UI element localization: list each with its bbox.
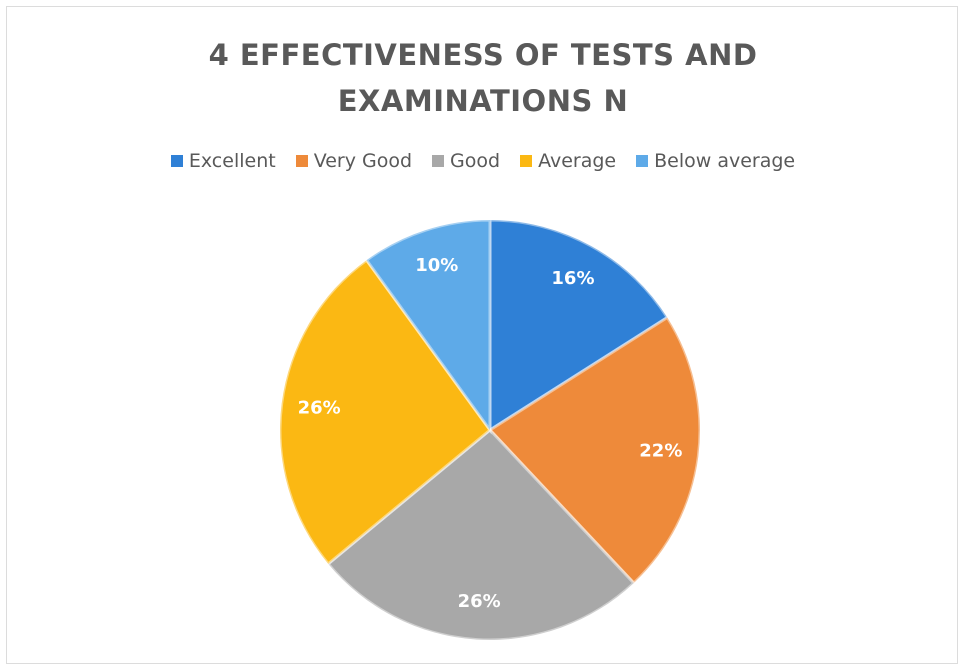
title-box: 4 EFFECTIVENESS OF TESTS AND EXAMINATION… [0, 32, 966, 124]
legend-swatch [432, 155, 445, 167]
data-label: 10% [415, 255, 458, 276]
legend-swatch [636, 155, 649, 167]
legend-label: Excellent [188, 150, 276, 172]
legend-label: Average [538, 150, 617, 172]
data-label: 26% [298, 397, 341, 418]
pie-slice [278, 258, 493, 566]
legend-item: Average [520, 150, 616, 172]
pie-slice [326, 427, 636, 642]
pie-slice [488, 218, 670, 433]
pie-slice [364, 218, 492, 435]
legend-item: Good [432, 150, 500, 172]
legend-item: Very Good [295, 150, 413, 172]
legend-item: Below average [636, 150, 795, 172]
legend-swatch [295, 155, 308, 167]
chart-title: 4 EFFECTIVENESS OF TESTS AND EXAMINATION… [208, 38, 758, 118]
legend-label: Very Good [313, 150, 413, 172]
legend-item: Excellent [170, 150, 276, 172]
pie-slice [487, 315, 702, 586]
legend: Excellent Very Good Good Average Below avera… [0, 150, 966, 172]
legend-label: Good [450, 150, 501, 172]
data-label: 26% [458, 591, 501, 612]
data-label: 16% [551, 268, 594, 289]
data-label: 22% [639, 441, 682, 462]
legend-swatch [170, 155, 183, 167]
legend-label: Below average [654, 150, 796, 172]
legend-swatch [520, 155, 533, 167]
